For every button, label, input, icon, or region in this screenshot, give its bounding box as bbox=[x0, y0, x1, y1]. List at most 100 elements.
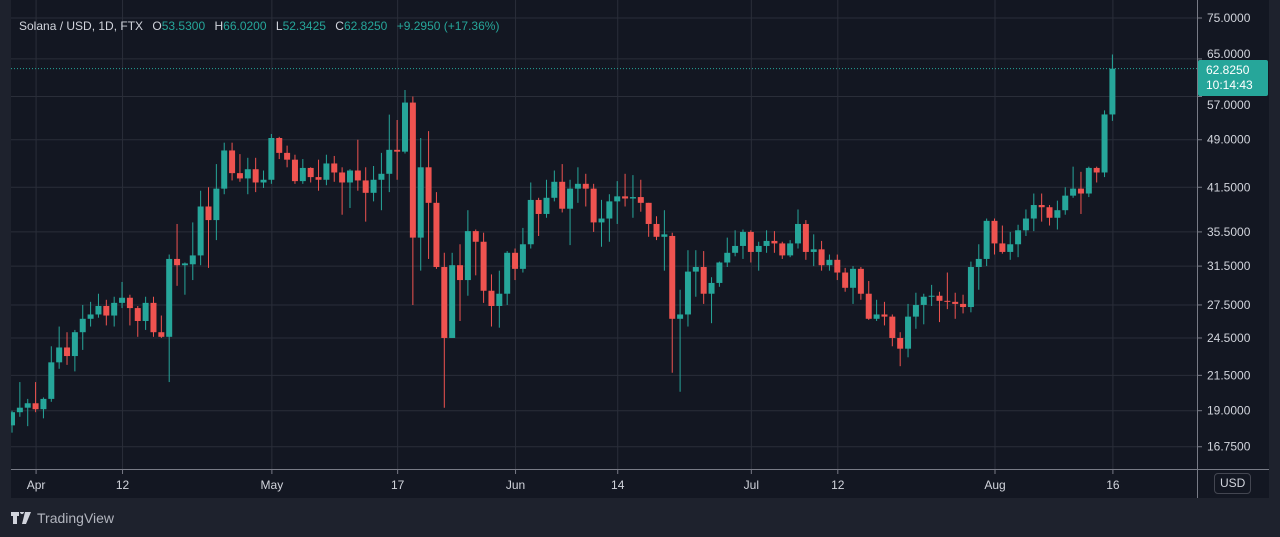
y-tick-label: 75.0000 bbox=[1207, 11, 1251, 25]
candle-body bbox=[1101, 114, 1108, 173]
candle-body bbox=[779, 243, 786, 256]
candle-down bbox=[354, 139, 361, 191]
candle-down bbox=[771, 231, 778, 253]
candle-down bbox=[433, 192, 440, 269]
candle-up bbox=[763, 230, 770, 253]
candle-body bbox=[244, 169, 251, 179]
candle-body bbox=[496, 293, 503, 306]
candle-down bbox=[889, 314, 896, 347]
candle-up bbox=[119, 281, 126, 309]
candle-up bbox=[598, 199, 605, 247]
candle-down bbox=[126, 294, 133, 326]
candle-down bbox=[653, 216, 660, 241]
open-label: O bbox=[152, 19, 162, 33]
candle-down bbox=[802, 220, 809, 260]
candle-body bbox=[142, 302, 149, 321]
candle-down bbox=[252, 157, 259, 193]
candle-body bbox=[637, 197, 644, 203]
candle-down bbox=[284, 145, 291, 168]
candle-body bbox=[535, 199, 542, 214]
candle-body bbox=[472, 231, 479, 242]
candle-up bbox=[142, 296, 149, 330]
candle-body bbox=[370, 179, 377, 193]
candle-up bbox=[614, 181, 621, 224]
candle-body bbox=[582, 183, 589, 189]
x-tick-label: Jul bbox=[744, 478, 759, 492]
x-tick-label: Apr bbox=[27, 478, 46, 492]
candle-up bbox=[464, 210, 471, 296]
candle-body bbox=[999, 243, 1006, 252]
candle-up bbox=[850, 266, 857, 304]
candle-body bbox=[71, 332, 78, 357]
candle-body bbox=[331, 163, 338, 173]
candle-body bbox=[975, 258, 982, 268]
x-tick-label: 12 bbox=[831, 478, 845, 492]
candle-body bbox=[103, 305, 110, 316]
candle-up bbox=[920, 293, 927, 325]
candle-down bbox=[622, 173, 629, 207]
candle-body bbox=[205, 206, 212, 221]
x-tick-label: Jun bbox=[506, 478, 525, 492]
candle-body bbox=[1054, 210, 1061, 218]
candle-down bbox=[779, 241, 786, 259]
symbol-title[interactable]: Solana / USD, 1D, FTX bbox=[19, 19, 144, 33]
candle-down bbox=[103, 299, 110, 326]
time-axis: Apr 12 May 17 Jun 14 Jul 12 Aug 16 bbox=[11, 469, 1269, 492]
candle-body bbox=[920, 296, 927, 305]
candle-body bbox=[684, 271, 691, 315]
currency-button[interactable]: USD bbox=[1214, 473, 1252, 494]
candle-down bbox=[331, 155, 338, 182]
y-tick-label: 31.5000 bbox=[1207, 259, 1251, 273]
candle-body bbox=[944, 300, 951, 302]
candle-body bbox=[669, 235, 676, 319]
candle-body bbox=[967, 267, 974, 308]
y-tick-label: 19.0000 bbox=[1207, 404, 1251, 418]
candle-down bbox=[441, 252, 448, 408]
candle-up bbox=[16, 382, 23, 417]
candle-up bbox=[24, 398, 31, 427]
candles bbox=[11, 54, 1197, 433]
candle-body bbox=[11, 412, 15, 426]
candle-body bbox=[606, 201, 613, 219]
candle-up bbox=[346, 169, 353, 208]
candle-body bbox=[134, 308, 141, 321]
x-tick-label: Aug bbox=[984, 478, 1005, 492]
candle-body bbox=[1015, 230, 1022, 245]
candle-down bbox=[315, 159, 322, 191]
candlestick-chart[interactable]: 75.0000 65.0000 57.0000 49.0000 41.5000 35.50… bbox=[11, 0, 1269, 498]
candle-down bbox=[952, 292, 959, 319]
close-value: 62.8250 bbox=[343, 19, 388, 33]
candle-body bbox=[189, 255, 196, 265]
candle-body bbox=[574, 183, 581, 189]
candle-up bbox=[543, 179, 550, 218]
candle-up bbox=[810, 234, 817, 267]
candle-up bbox=[1085, 166, 1092, 198]
candle-body bbox=[826, 259, 833, 266]
y-tick-label: 27.5000 bbox=[1207, 298, 1251, 312]
candle-body bbox=[1085, 167, 1092, 194]
candle-body bbox=[181, 263, 188, 266]
candle-down bbox=[637, 179, 644, 212]
candle-body bbox=[268, 137, 275, 180]
candle-body bbox=[755, 245, 762, 252]
candle-down bbox=[535, 197, 542, 236]
candle-body bbox=[763, 240, 770, 246]
candle-down bbox=[174, 223, 181, 286]
candle-body bbox=[983, 220, 990, 259]
candle-up bbox=[504, 251, 511, 305]
candle-up bbox=[48, 346, 55, 402]
tradingview-logo[interactable]: TradingView bbox=[11, 510, 114, 526]
candle-body bbox=[402, 102, 408, 152]
candle-up bbox=[40, 397, 47, 419]
candle-down bbox=[857, 267, 864, 300]
x-tick-label: 17 bbox=[391, 478, 405, 492]
candle-body bbox=[645, 202, 652, 224]
candle-up bbox=[1070, 166, 1077, 198]
candle-up bbox=[755, 241, 762, 271]
candle-body bbox=[1022, 218, 1029, 231]
y-tick-label: 65.0000 bbox=[1207, 47, 1251, 61]
candle-up bbox=[1109, 54, 1116, 121]
candle-body bbox=[590, 188, 597, 223]
candle-up bbox=[323, 154, 330, 186]
y-tick-label: 57.0000 bbox=[1207, 98, 1251, 112]
